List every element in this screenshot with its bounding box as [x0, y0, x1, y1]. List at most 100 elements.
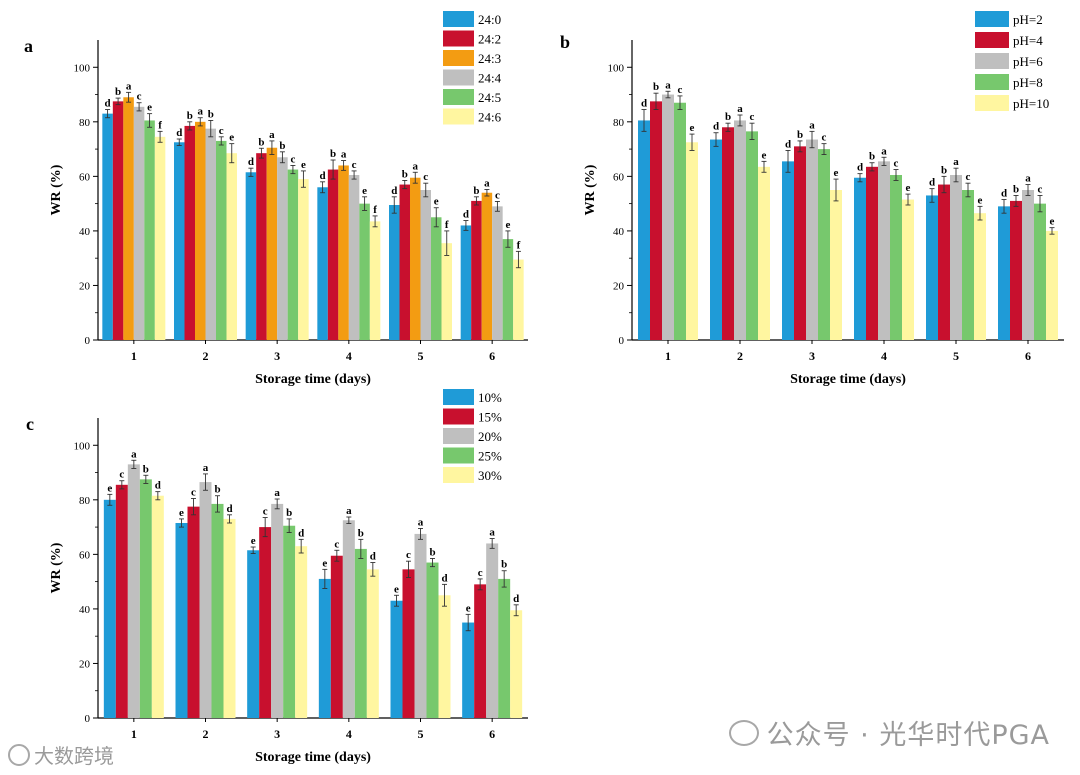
- y-tick-label: 0: [85, 713, 91, 725]
- legend-label: pH=10: [1013, 96, 1049, 111]
- bar-24:2-day-5: [399, 184, 410, 340]
- bar-15%-day-1: [115, 484, 128, 718]
- significance-letter: d: [298, 527, 304, 539]
- legend-label: 24:0: [478, 12, 501, 27]
- significance-letter: e: [1050, 216, 1055, 228]
- significance-letter: e: [978, 194, 983, 206]
- x-tick-label: 5: [418, 349, 424, 363]
- bar-15%-day-3: [259, 527, 272, 718]
- y-tick-label: 20: [613, 280, 625, 292]
- brand-logo-icon: [8, 743, 30, 766]
- panel-label: a: [24, 36, 33, 56]
- watermark-left-text: 大数跨境: [34, 744, 114, 768]
- legend-swatch: [443, 69, 474, 86]
- bar-25%-day-4: [354, 548, 367, 718]
- significance-letter: a: [198, 106, 204, 118]
- significance-letter: a: [269, 129, 275, 141]
- x-tick-label: 2: [737, 349, 743, 363]
- significance-letter: e: [301, 159, 306, 171]
- x-tick-label: 1: [131, 727, 137, 741]
- significance-letter: a: [341, 149, 347, 161]
- significance-letter: c: [750, 111, 755, 123]
- bar-24:6-day-3: [298, 179, 309, 340]
- significance-letter: c: [137, 91, 142, 103]
- significance-letter: f: [445, 219, 449, 231]
- x-tick-label: 5: [953, 349, 959, 363]
- significance-letter: b: [258, 136, 264, 148]
- significance-letter: b: [501, 559, 507, 571]
- bar-pH=10-day-4: [902, 199, 914, 340]
- significance-letter: b: [187, 110, 193, 122]
- significance-letter: d: [155, 480, 161, 492]
- significance-letter: b: [1013, 183, 1019, 195]
- significance-letter: b: [725, 111, 731, 123]
- bar-24:3-day-6: [481, 192, 493, 340]
- significance-letter: a: [346, 505, 352, 517]
- significance-letter: d: [176, 127, 182, 139]
- y-tick-label: 60: [79, 549, 91, 561]
- legend-label: 30%: [478, 468, 502, 483]
- significance-letter: d: [713, 121, 719, 133]
- legend-label: pH=2: [1013, 12, 1043, 27]
- bar-pH=6-day-5: [950, 175, 962, 340]
- legend-label: pH=4: [1013, 33, 1043, 48]
- significance-letter: e: [107, 482, 112, 494]
- bar-pH=4-day-2: [722, 127, 734, 340]
- wechat-icon: [728, 719, 759, 746]
- bar-30%-day-1: [151, 495, 164, 718]
- legend-label: 24:4: [478, 71, 502, 86]
- legend-swatch: [975, 11, 1009, 27]
- bar-30%-day-5: [438, 595, 451, 718]
- significance-letter: d: [441, 572, 447, 584]
- significance-letter: d: [463, 209, 469, 221]
- significance-letter: e: [906, 182, 911, 194]
- watermark-right: 公众号 · 光华时代PGA: [728, 713, 1050, 752]
- bar-pH=10-day-6: [1046, 230, 1058, 340]
- y-tick-label: 20: [79, 658, 91, 670]
- bar-10%-day-3: [247, 550, 260, 718]
- watermark-left: 大数跨境: [8, 740, 114, 769]
- legend: pH=2 pH=4 pH=6 pH=8 pH=10: [975, 11, 1049, 111]
- y-tick-label: 80: [79, 495, 91, 507]
- chart-panel-c: 0204060801001ecabd2ecabd3ecabd4ecabd5eca…: [26, 389, 528, 765]
- bar-24:3-day-2: [195, 121, 206, 341]
- y-tick-label: 40: [79, 226, 91, 238]
- bar-24:0-day-4: [317, 187, 328, 340]
- y-tick-label: 80: [613, 117, 625, 129]
- y-tick-label: 40: [613, 226, 625, 238]
- significance-letter: b: [115, 86, 121, 98]
- bar-20%-day-4: [342, 520, 355, 718]
- significance-letter: d: [248, 156, 254, 168]
- bar-30%-day-4: [366, 569, 379, 718]
- bar-24:6-day-1: [154, 136, 166, 340]
- legend-swatch: [975, 74, 1009, 90]
- bar-24:6-day-6: [513, 259, 524, 340]
- significance-letter: a: [203, 462, 209, 474]
- bar-25%-day-1: [139, 479, 152, 718]
- bar-24:0-day-5: [389, 205, 400, 340]
- bar-pH=8-day-4: [890, 175, 902, 340]
- legend: 24:0 24:2 24:3 24:4 24:5 24:6: [443, 11, 502, 125]
- bar-20%-day-5: [414, 533, 427, 718]
- bar-pH=10-day-5: [974, 213, 986, 340]
- legend-swatch: [443, 89, 474, 105]
- significance-letter: e: [179, 507, 184, 519]
- bar-pH=8-day-5: [962, 190, 974, 340]
- significance-letter: d: [1001, 188, 1007, 200]
- bar-24:6-day-2: [226, 153, 237, 340]
- significance-letter: c: [334, 538, 339, 550]
- bar-20%-day-6: [486, 543, 499, 718]
- significance-letter: d: [641, 98, 647, 110]
- bar-24:0-day-1: [102, 113, 113, 341]
- bar-24:5-day-2: [216, 140, 227, 340]
- y-axis-label: WR (%): [49, 164, 64, 215]
- x-tick-label: 4: [346, 727, 352, 741]
- y-axis-label: WR (%): [583, 164, 598, 215]
- significance-letter: a: [665, 79, 671, 91]
- significance-letter: d: [391, 185, 397, 197]
- bar-24:4-day-5: [420, 190, 431, 340]
- bar-25%-day-3: [283, 525, 296, 718]
- significance-letter: b: [473, 185, 479, 197]
